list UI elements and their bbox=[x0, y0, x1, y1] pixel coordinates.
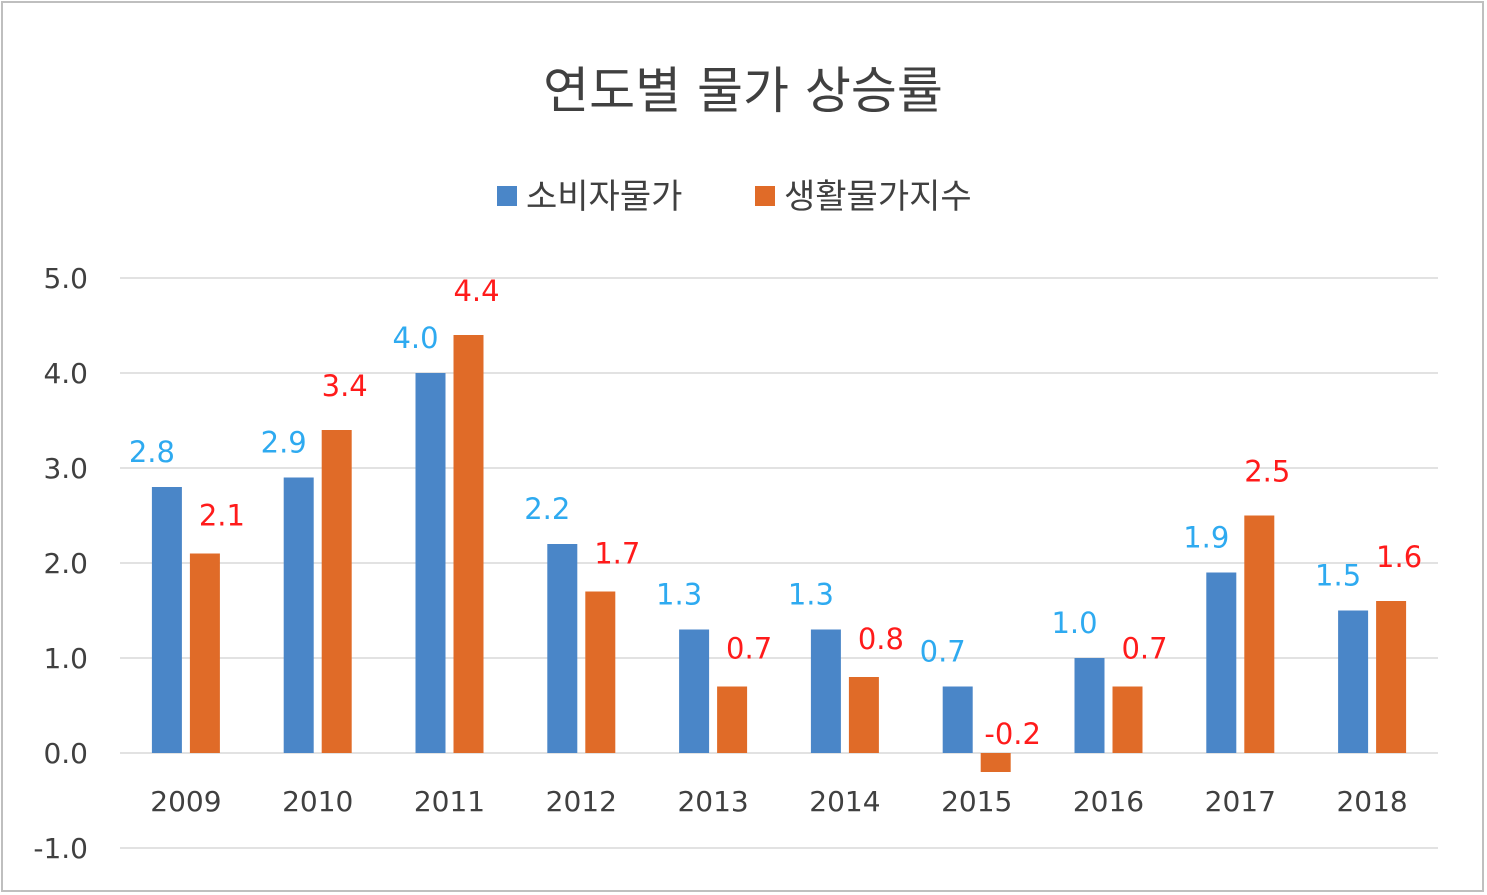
data-label-series-1-2018: 1.5 bbox=[1315, 559, 1361, 593]
x-tick-label: 2010 bbox=[282, 785, 353, 818]
y-tick-label: 4.0 bbox=[43, 357, 88, 390]
data-label-series-2-2012: 1.7 bbox=[594, 537, 640, 571]
data-label-series-2-2017: 2.5 bbox=[1244, 455, 1290, 489]
y-tick-label: 3.0 bbox=[43, 452, 88, 485]
data-label-series-2-2015: -0.2 bbox=[984, 717, 1041, 751]
x-tick-label: 2017 bbox=[1205, 785, 1276, 818]
legend-label-series-1: 소비자물가 bbox=[526, 177, 682, 217]
y-axis-ticks: -1.0 0.0 1.0 2.0 3.0 4.0 5.0 bbox=[33, 262, 88, 865]
y-tick-label: -1.0 bbox=[33, 832, 88, 865]
y-tick-label: 5.0 bbox=[43, 262, 88, 295]
bar-series-2-2014 bbox=[848, 677, 879, 753]
legend: 소비자물가 생활물가지수 bbox=[497, 177, 972, 217]
bar-series-1-2015 bbox=[942, 686, 973, 753]
data-label-series-1-2010: 2.9 bbox=[261, 426, 307, 460]
y-tick-label: 2.0 bbox=[43, 547, 88, 580]
bar-series-2-2017 bbox=[1244, 515, 1275, 753]
bar-series-1-2013 bbox=[679, 629, 710, 753]
chart-title: 연도별 물가 상승률 bbox=[543, 62, 943, 120]
data-label-series-1-2014: 1.3 bbox=[788, 578, 834, 612]
data-label-series-1-2012: 2.2 bbox=[524, 492, 570, 526]
bar-series-2-2016 bbox=[1112, 686, 1143, 753]
x-tick-label: 2014 bbox=[809, 785, 880, 818]
data-label-series-1-2011: 4.0 bbox=[392, 321, 438, 355]
bar-series-1-2011 bbox=[415, 373, 446, 753]
data-label-series-2-2013: 0.7 bbox=[726, 632, 772, 666]
data-label-series-1-2013: 1.3 bbox=[656, 578, 702, 612]
legend-label-series-2: 생활물가지수 bbox=[784, 177, 972, 217]
data-label-series-2-2018: 1.6 bbox=[1376, 540, 1422, 574]
bar-series-2-2013 bbox=[717, 686, 748, 753]
bar-series-1-2009 bbox=[151, 487, 182, 753]
x-tick-label: 2018 bbox=[1336, 785, 1407, 818]
bar-series-2-2012 bbox=[585, 591, 616, 753]
legend-swatch-series-1 bbox=[497, 186, 517, 206]
bar-series-2-2011 bbox=[453, 335, 484, 753]
y-tick-label: 0.0 bbox=[43, 737, 88, 770]
x-axis-ticks: 2009 2010 2011 2012 2013 2014 2015 2016 2017 2018 bbox=[150, 785, 1407, 818]
legend-swatch-series-2 bbox=[755, 186, 775, 206]
bar-series-2-2015 bbox=[980, 753, 1011, 772]
bar-series-1-2012 bbox=[547, 544, 578, 753]
bar-series-1-2016 bbox=[1074, 658, 1105, 753]
bar-series-2-2018 bbox=[1376, 601, 1407, 753]
bar-series-1-2018 bbox=[1338, 610, 1369, 753]
data-label-series-2-2016: 0.7 bbox=[1121, 632, 1167, 666]
data-label-series-1-2017: 1.9 bbox=[1183, 521, 1229, 555]
data-label-series-2-2010: 3.4 bbox=[322, 369, 368, 403]
x-tick-label: 2015 bbox=[941, 785, 1012, 818]
data-labels: 2.8 2.1 2.9 3.4 4.0 4.4 2.2 1.7 1.3 0.7 1.3 0.8 0.7 -… bbox=[129, 274, 1422, 751]
bars bbox=[151, 335, 1407, 772]
data-label-series-2-2009: 2.1 bbox=[199, 499, 245, 533]
bar-series-1-2014 bbox=[810, 629, 841, 753]
x-tick-label: 2012 bbox=[546, 785, 617, 818]
x-tick-label: 2011 bbox=[414, 785, 485, 818]
y-tick-label: 1.0 bbox=[43, 642, 88, 675]
x-tick-label: 2009 bbox=[150, 785, 221, 818]
data-label-series-2-2014: 0.8 bbox=[858, 622, 904, 656]
bar-series-1-2017 bbox=[1206, 572, 1237, 753]
bar-series-2-2010 bbox=[321, 430, 352, 753]
x-tick-label: 2016 bbox=[1073, 785, 1144, 818]
data-label-series-1-2009: 2.8 bbox=[129, 435, 175, 469]
data-label-series-1-2015: 0.7 bbox=[920, 635, 966, 669]
data-label-series-2-2011: 4.4 bbox=[453, 274, 499, 308]
gridlines bbox=[120, 277, 1438, 849]
bar-series-2-2009 bbox=[189, 553, 220, 753]
data-label-series-1-2016: 1.0 bbox=[1051, 606, 1097, 640]
bar-series-1-2010 bbox=[283, 477, 314, 753]
x-tick-label: 2013 bbox=[677, 785, 748, 818]
